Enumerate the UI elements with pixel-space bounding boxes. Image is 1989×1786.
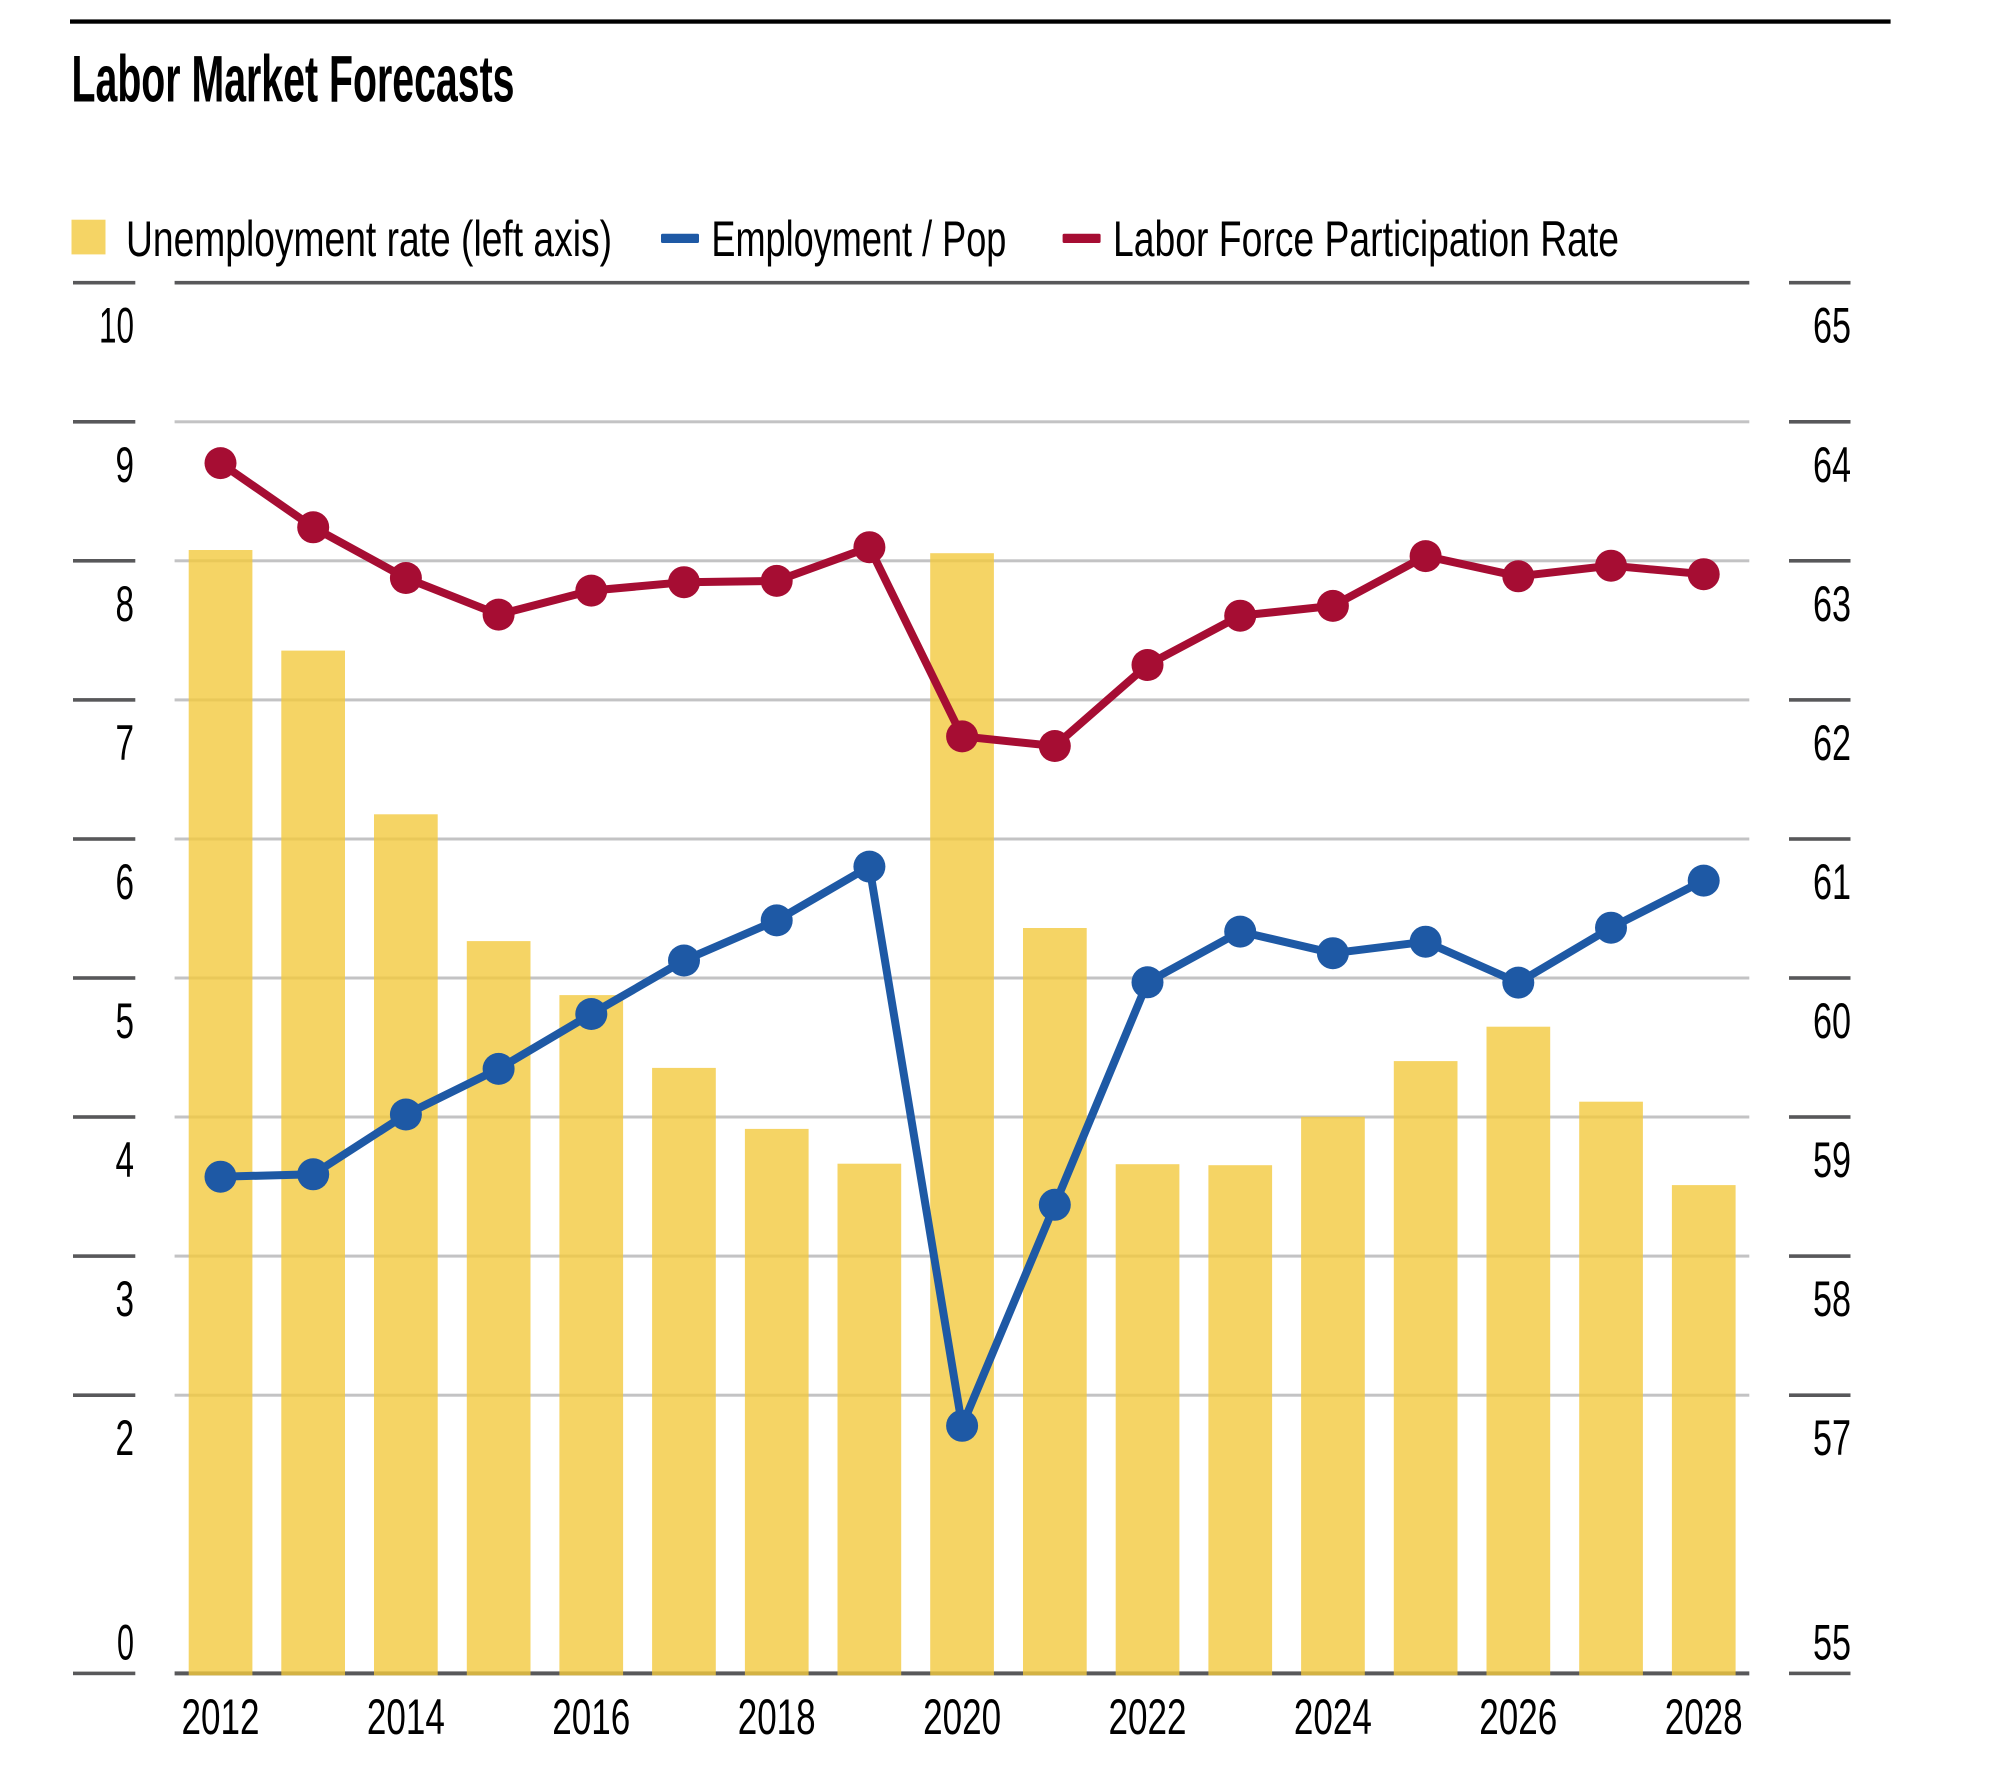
svg-text:Labor Force Participation Rate: Labor Force Participation Rate	[1113, 210, 1619, 267]
svg-text:5: 5	[116, 992, 135, 1049]
svg-text:2014: 2014	[367, 1688, 445, 1745]
svg-text:Unemployment rate (left axis): Unemployment rate (left axis)	[126, 210, 612, 267]
svg-text:2016: 2016	[552, 1688, 630, 1745]
svg-text:65: 65	[1813, 297, 1851, 354]
svg-text:9: 9	[116, 436, 135, 493]
svg-text:2018: 2018	[738, 1688, 816, 1745]
svg-text:8: 8	[116, 575, 135, 632]
svg-text:62: 62	[1813, 714, 1851, 771]
svg-text:2024: 2024	[1294, 1688, 1372, 1745]
svg-text:2028: 2028	[1665, 1688, 1743, 1745]
svg-text:58: 58	[1813, 1270, 1851, 1327]
svg-text:57: 57	[1813, 1409, 1851, 1466]
svg-text:60: 60	[1813, 992, 1851, 1049]
svg-text:2: 2	[116, 1409, 135, 1466]
svg-text:0: 0	[117, 1613, 134, 1670]
svg-text:64: 64	[1813, 436, 1851, 493]
svg-text:6: 6	[116, 853, 135, 910]
svg-text:3: 3	[116, 1270, 135, 1327]
svg-text:7: 7	[116, 714, 135, 771]
svg-text:61: 61	[1813, 853, 1851, 910]
svg-text:2020: 2020	[923, 1688, 1001, 1745]
svg-text:63: 63	[1813, 575, 1851, 632]
svg-text:2026: 2026	[1479, 1688, 1557, 1745]
svg-text:59: 59	[1813, 1131, 1851, 1188]
svg-text:2022: 2022	[1109, 1688, 1187, 1745]
svg-text:Labor Market Forecasts: Labor Market Forecasts	[72, 42, 515, 116]
svg-text:Employment / Pop: Employment / Pop	[711, 210, 1006, 267]
svg-text:2012: 2012	[182, 1688, 260, 1745]
svg-text:4: 4	[116, 1131, 135, 1188]
svg-text:55: 55	[1813, 1613, 1851, 1670]
svg-text:10: 10	[99, 297, 134, 354]
